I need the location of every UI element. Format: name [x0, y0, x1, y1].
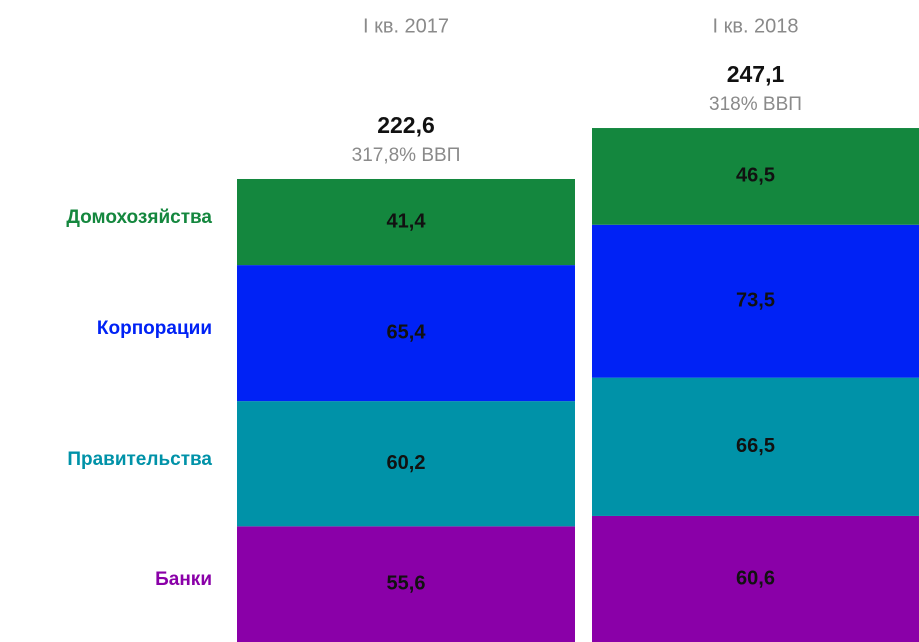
legend-label: Домохозяйства — [66, 207, 212, 228]
bar-segment — [237, 526, 575, 642]
total-label: 247,1 — [727, 61, 785, 87]
category-label: I кв. 2018 — [712, 15, 798, 37]
value-label: 41,4 — [387, 210, 427, 232]
value-label: 73,5 — [736, 289, 775, 311]
value-label: 60,2 — [387, 452, 426, 474]
legend-label: Правительства — [67, 449, 212, 470]
bar-segment — [592, 377, 919, 516]
value-label: 46,5 — [736, 165, 775, 187]
value-label: 65,4 — [387, 321, 427, 343]
bar-segment — [592, 128, 919, 225]
value-label: 60,6 — [736, 567, 775, 589]
category-label: I кв. 2017 — [363, 15, 449, 37]
legend-label: Банки — [155, 569, 212, 590]
gdp-label: 318% ВВП — [709, 94, 802, 115]
bar-segment — [237, 401, 575, 527]
bar-segment — [592, 224, 919, 378]
value-label: 66,5 — [736, 435, 775, 457]
value-label: 55,6 — [387, 572, 426, 594]
bar-segment — [592, 515, 919, 642]
bar-segment — [237, 178, 575, 266]
gdp-label: 317,8% ВВП — [352, 145, 461, 166]
total-label: 222,6 — [377, 112, 435, 138]
bar-segment — [237, 265, 575, 402]
legend-label: Корпорации — [97, 318, 212, 339]
